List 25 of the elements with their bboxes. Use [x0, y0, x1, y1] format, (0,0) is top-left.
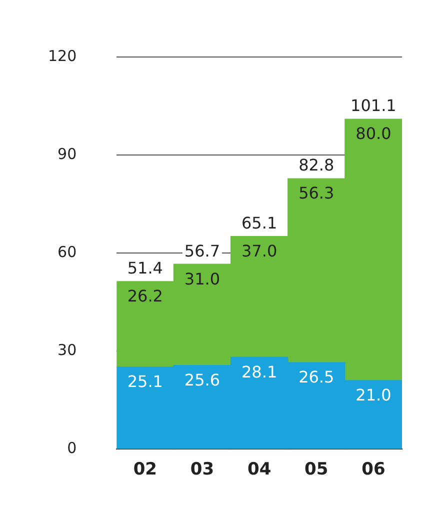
data-label: 25.1	[127, 372, 163, 392]
data-label: 26.2	[127, 286, 163, 306]
y-tick-label: 0	[67, 438, 77, 457]
y-tick-label: 30	[58, 340, 77, 359]
data-label: 31.0	[184, 269, 220, 288]
data-label: 56.3	[298, 184, 334, 203]
x-tick-label: 05	[304, 460, 328, 480]
x-tick-label: 06	[362, 460, 386, 480]
data-label: 25.6	[184, 370, 220, 390]
y-tick-label: 60	[58, 242, 77, 261]
x-tick-label: 03	[190, 460, 214, 480]
total-label: 82.8	[298, 156, 334, 175]
data-label: 21.0	[356, 386, 392, 405]
x-tick-label: 04	[247, 460, 272, 480]
data-label: 37.0	[242, 241, 278, 260]
data-label: 28.1	[242, 362, 278, 382]
y-tick-label: 120	[48, 46, 77, 65]
x-tick-label: 02	[133, 460, 158, 480]
y-tick-label: 90	[58, 144, 77, 163]
total-label: 65.1	[242, 213, 278, 232]
data-label: 80.0	[356, 124, 392, 144]
total-label: 101.1	[350, 96, 396, 116]
total-label: 51.4	[127, 258, 163, 278]
data-label: 26.5	[298, 368, 334, 387]
total-label: 56.7	[184, 241, 220, 260]
